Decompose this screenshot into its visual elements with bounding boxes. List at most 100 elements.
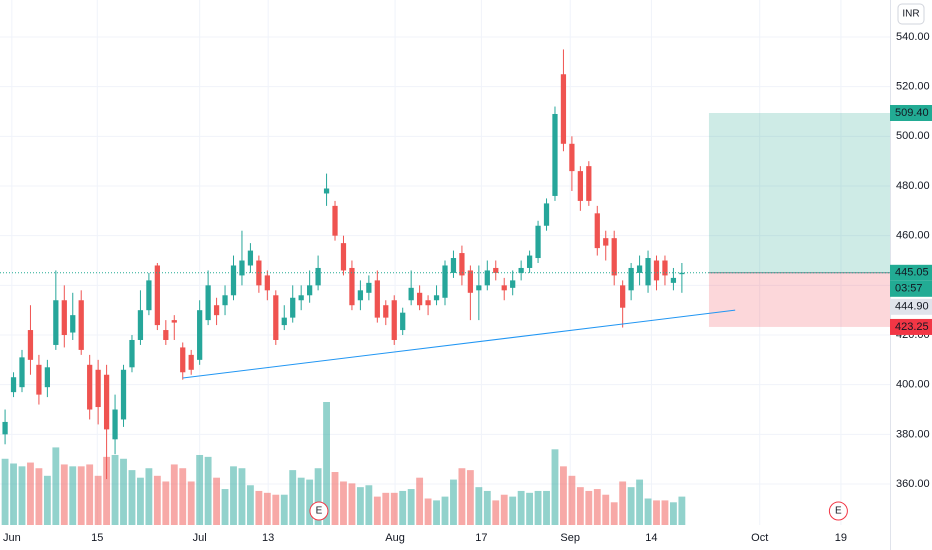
volume-bar [424,498,432,525]
volume-bar [60,464,68,525]
y-tick-label: 520.00 [896,81,930,93]
candle-body [459,253,465,276]
volume-bar [230,466,237,525]
candle-body [137,310,144,340]
y-tick-label: 360.00 [896,478,930,490]
y-tick-label: 460.00 [896,230,930,242]
candle-body [2,421,8,435]
candle-body [213,305,220,316]
volume-bar [27,462,34,525]
candle-body [197,310,203,360]
candle-body [163,330,169,340]
candle-body [594,213,600,249]
candle-body [307,285,313,296]
candle-body [103,374,110,430]
x-tick-label: 13 [262,532,274,544]
candle-body [628,267,634,291]
y-tick-label: 540.00 [896,31,930,43]
volume-bar [466,470,474,525]
volume-bar [187,481,195,525]
volume-bar [661,500,669,525]
volume-bar [246,485,254,525]
candle-body [670,277,677,283]
volume-bar [77,466,85,525]
candle-body [61,300,67,336]
countdown-box [890,280,932,297]
trendline [182,309,736,379]
event-label: E [835,506,842,517]
candle-body [230,265,237,296]
y-tick-label: 500.00 [896,130,930,142]
candle-body [586,166,592,201]
volume-bar [475,487,483,525]
target-zone [708,112,890,273]
volume-bar [483,490,491,525]
candle-body [298,295,304,301]
candle-body [467,270,474,293]
candle-body [501,285,507,291]
candle-body [323,188,330,194]
volume-bar [619,481,627,525]
candle-body [95,369,101,408]
volume-bar [560,466,567,525]
volume-bar [636,479,644,525]
volume-bar [602,494,610,525]
candle-body [53,300,59,345]
volume-bar [69,466,77,525]
volume-bar [94,475,102,525]
volume-bar [52,447,60,525]
candle-body [332,205,338,236]
volume-bar [331,472,339,525]
volume-bar [399,490,407,525]
volume-bar [10,463,17,525]
volume-bar [551,449,559,525]
candle-body [653,260,660,281]
price-label-box [890,104,932,121]
volume-bar [145,468,153,525]
x-tick-label: 19 [835,532,847,544]
candle-body [120,369,127,420]
event-marker[interactable] [828,501,848,521]
volume-bar [18,466,26,525]
volume-bar [238,468,246,525]
candle-body [425,300,431,306]
candle-body [87,364,93,410]
event-marker[interactable] [309,501,329,521]
volume-bar [204,456,212,525]
volume-bar [221,489,229,525]
candle-body [78,300,84,350]
candle-body [357,290,364,301]
volume-bar [314,468,322,525]
volume-bar [450,479,457,525]
candle-body [222,295,228,306]
candle-body [154,265,160,326]
volume-bar [585,490,593,525]
candle-body [366,282,372,293]
volume-bar [627,487,635,525]
volume-bar [433,500,440,525]
y-tick-label: 480.00 [896,180,930,192]
candle-body [476,285,482,291]
candle-body [273,295,279,340]
price-label-box [890,264,932,281]
candle-body [636,265,643,273]
countdown: 03:57 [895,283,923,295]
candle-body [416,292,423,306]
volume-bar [365,485,373,525]
candle-body [510,280,516,288]
volume-bar [340,481,347,525]
volume-bar [610,502,618,525]
candle-body [171,320,177,323]
candle-body [180,347,186,373]
volume-bar [263,492,271,525]
price-label: 423.25 [895,321,929,333]
candle-body [450,258,457,273]
volume-bar [255,490,263,525]
volume-bar [390,492,398,525]
candle-body [526,255,533,268]
y-tick-label: 400.00 [896,379,930,391]
x-tick-label: Sep [560,532,580,544]
volume-bar [86,464,94,525]
x-tick-label: Jun [3,532,21,544]
